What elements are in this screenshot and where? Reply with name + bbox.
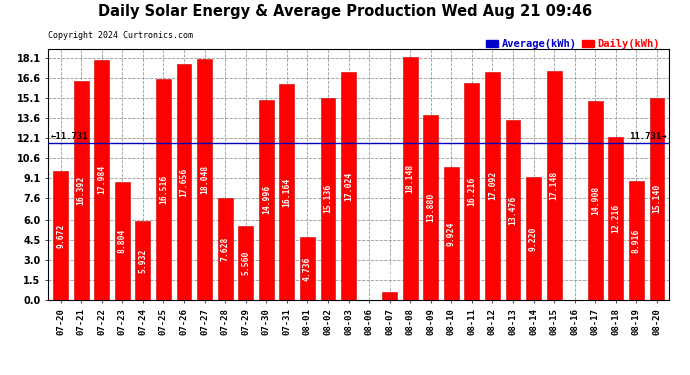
Text: 15.140: 15.140 (653, 184, 662, 213)
Bar (156, 79, 171, 300)
Bar (485, 72, 500, 300)
Bar (177, 64, 191, 300)
Text: 13.880: 13.880 (426, 193, 435, 222)
Text: 0.636: 0.636 (385, 263, 394, 288)
Bar (649, 98, 664, 300)
Text: 16.216: 16.216 (467, 177, 476, 206)
Text: 9.924: 9.924 (447, 222, 456, 246)
Bar (341, 72, 356, 300)
Text: 17.024: 17.024 (344, 172, 353, 201)
Bar (609, 137, 623, 300)
Bar (588, 101, 602, 300)
Bar (53, 171, 68, 300)
Text: 7.628: 7.628 (221, 237, 230, 261)
Text: 9.672: 9.672 (56, 223, 65, 248)
Text: 16.392: 16.392 (77, 176, 86, 205)
Bar (464, 83, 480, 300)
Bar (95, 60, 109, 300)
Bar (403, 57, 417, 300)
Text: 14.996: 14.996 (262, 185, 270, 214)
Bar (526, 177, 541, 300)
Text: 18.148: 18.148 (406, 164, 415, 194)
Text: 18.048: 18.048 (200, 165, 209, 194)
Text: 13.476: 13.476 (509, 195, 518, 225)
Text: 8.916: 8.916 (632, 228, 641, 253)
Bar (424, 114, 438, 300)
Bar (546, 71, 562, 300)
Text: Copyright 2024 Curtronics.com: Copyright 2024 Curtronics.com (48, 31, 193, 40)
Text: 17.148: 17.148 (550, 171, 559, 200)
Text: 11.731→: 11.731→ (629, 132, 667, 141)
Text: 16.164: 16.164 (282, 177, 291, 207)
Text: 12.216: 12.216 (611, 204, 620, 233)
Bar (259, 100, 274, 300)
Text: 17.656: 17.656 (179, 167, 188, 196)
Bar (135, 221, 150, 300)
Bar (279, 84, 294, 300)
Text: 14.908: 14.908 (591, 186, 600, 215)
Text: 5.560: 5.560 (241, 251, 250, 275)
Text: 17.984: 17.984 (97, 165, 106, 195)
Bar (321, 98, 335, 300)
Bar (218, 198, 233, 300)
Text: 8.804: 8.804 (118, 229, 127, 254)
Text: 4.736: 4.736 (303, 256, 312, 280)
Text: ←11.731: ←11.731 (50, 132, 88, 141)
Text: 17.092: 17.092 (488, 171, 497, 200)
Bar (444, 167, 459, 300)
Legend: Average(kWh), Daily(kWh): Average(kWh), Daily(kWh) (482, 35, 664, 54)
Text: 16.516: 16.516 (159, 175, 168, 204)
Text: 5.932: 5.932 (139, 248, 148, 273)
Bar (115, 182, 130, 300)
Text: 9.220: 9.220 (529, 226, 538, 251)
Bar (74, 81, 88, 300)
Text: Daily Solar Energy & Average Production Wed Aug 21 09:46: Daily Solar Energy & Average Production … (98, 4, 592, 19)
Bar (506, 120, 520, 300)
Bar (238, 226, 253, 300)
Bar (629, 181, 644, 300)
Bar (197, 59, 212, 300)
Bar (300, 237, 315, 300)
Bar (382, 291, 397, 300)
Text: 15.136: 15.136 (324, 184, 333, 213)
